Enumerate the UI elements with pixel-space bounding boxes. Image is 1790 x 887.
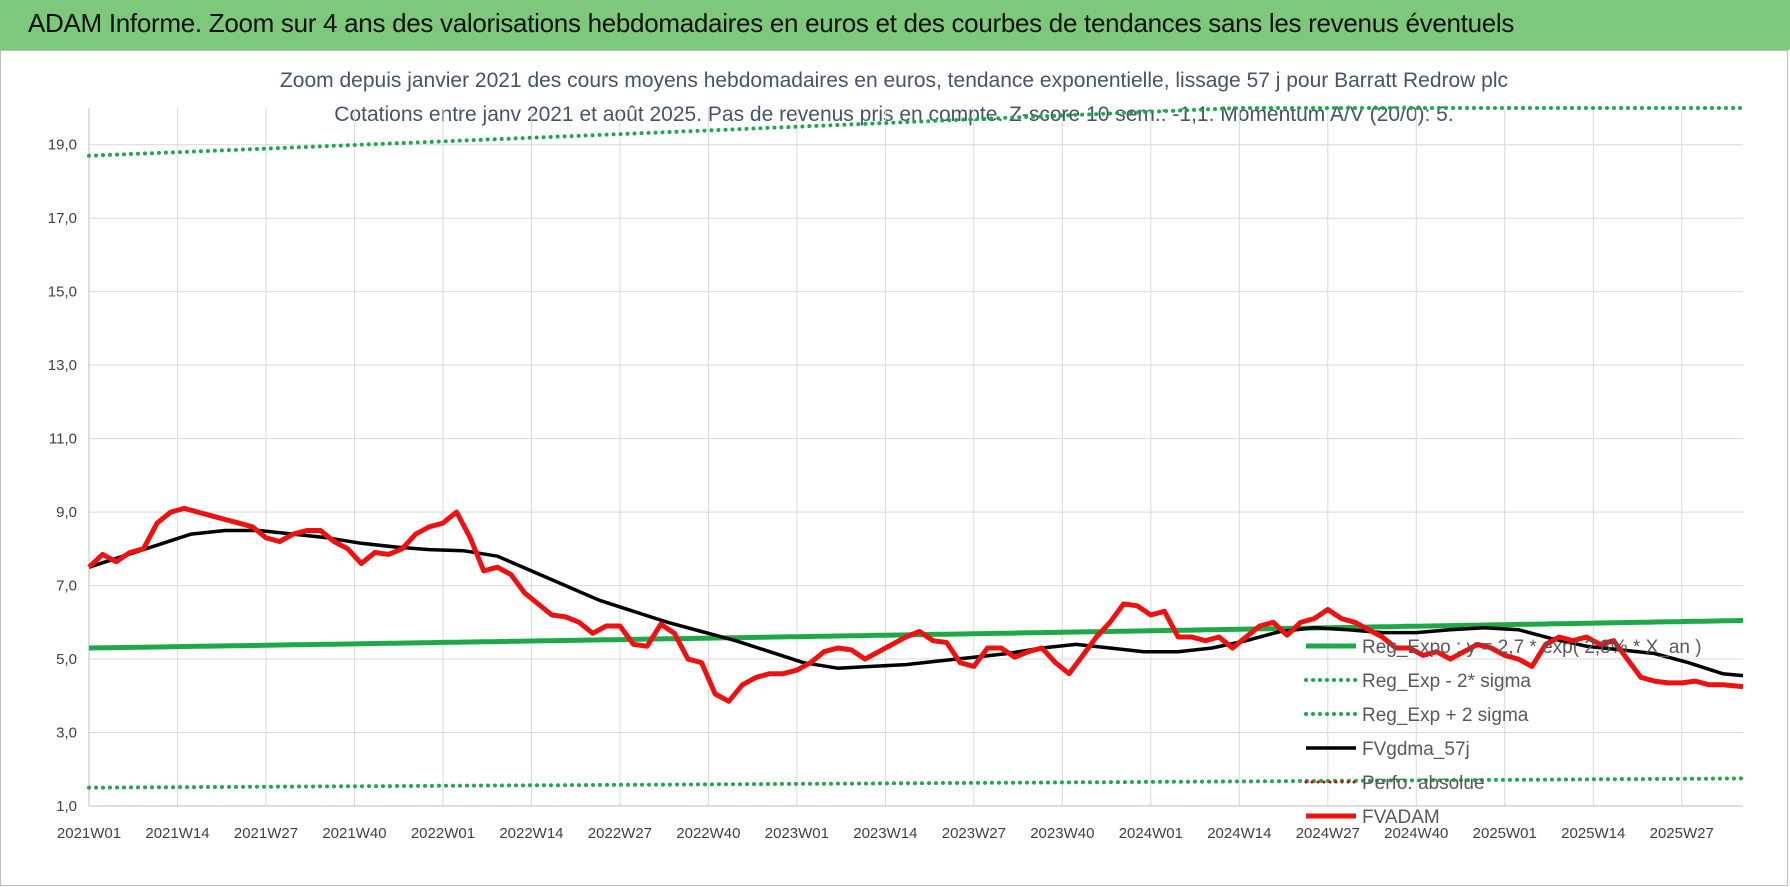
series-line-fvgdma-57j	[88, 528, 1744, 678]
x-tick-label: 2023W27	[942, 825, 1006, 842]
x-tick-label: 2024W01	[1119, 825, 1183, 842]
y-tick-label: 15,0	[48, 284, 77, 301]
x-tick-label: 2025W14	[1561, 825, 1625, 842]
chart-subtitle: Cotations entre janv 2021 et août 2025. …	[334, 103, 1453, 126]
x-tick-label: 2021W14	[145, 825, 209, 842]
x-tick-label: 2025W01	[1473, 825, 1537, 842]
x-tick-label: 2022W40	[676, 825, 740, 842]
x-tick-label: 2021W40	[322, 825, 386, 842]
x-tick-label: 2024W27	[1296, 825, 1360, 842]
y-tick-label: 13,0	[48, 357, 77, 374]
x-tick-label: 2024W40	[1384, 825, 1448, 842]
series-line-reg-exp-2-sigma	[87, 106, 1745, 158]
x-tick-label: 2023W01	[765, 825, 829, 842]
legend-label: Perfo. absolue	[1362, 773, 1485, 794]
y-tick-label: 19,0	[48, 137, 77, 154]
plot-area	[87, 106, 1745, 790]
y-tick-label: 1,0	[56, 798, 77, 815]
x-tick-label: 2023W14	[853, 825, 917, 842]
x-tick-label: 2024W14	[1207, 825, 1271, 842]
banner: ADAM Informe. Zoom sur 4 ans des valoris…	[0, 0, 1790, 50]
series-line-reg-exp-2-sigma	[87, 776, 1745, 790]
legend: Reg_Expo : y = 2,7 * exp( 2,8% * X_an ) R…	[1304, 637, 1702, 828]
grid-lines	[88, 108, 1743, 807]
chart-title: Zoom depuis janvier 2021 des cours moyen…	[280, 69, 1508, 92]
y-tick-label: 7,0	[56, 578, 77, 595]
banner-title: ADAM Informe. Zoom sur 4 ans des valoris…	[28, 8, 1515, 38]
legend-label: Reg_Expo : y = 2,7 * exp( 2,8% * X_an )	[1362, 637, 1702, 658]
chart-svg: Zoom depuis janvier 2021 des cours moyen…	[48, 69, 1745, 842]
x-axis: 2021W01 2021W14 2021W27 2021W40 2022W01 2022W…	[57, 825, 1714, 842]
series-line-fvadam	[87, 505, 1744, 704]
y-tick-label: 9,0	[56, 504, 77, 521]
y-tick-label: 17,0	[48, 210, 77, 227]
x-tick-label: 2022W01	[411, 825, 475, 842]
legend-label: FVADAM	[1362, 807, 1440, 828]
x-tick-label: 2023W40	[1030, 825, 1094, 842]
y-tick-label: 11,0	[49, 431, 77, 448]
legend-label: Reg_Exp - 2* sigma	[1362, 671, 1531, 692]
legend-label: FVgdma_57j	[1362, 739, 1470, 760]
x-tick-label: 2021W01	[57, 825, 121, 842]
x-tick-label: 2021W27	[234, 825, 298, 842]
chart-frame: Zoom depuis janvier 2021 des cours moyen…	[0, 50, 1788, 886]
y-tick-label: 5,0	[56, 651, 77, 668]
y-axis: 1,0 3,0 5,0 7,0 9,0 11,0 13,0 15,0 17,0 19,0	[48, 137, 77, 815]
x-tick-label: 2022W14	[499, 825, 563, 842]
x-tick-label: 2022W27	[588, 825, 652, 842]
x-tick-label: 2025W27	[1650, 825, 1714, 842]
y-tick-label: 3,0	[56, 725, 77, 742]
legend-label: Reg_Exp + 2 sigma	[1362, 705, 1529, 726]
